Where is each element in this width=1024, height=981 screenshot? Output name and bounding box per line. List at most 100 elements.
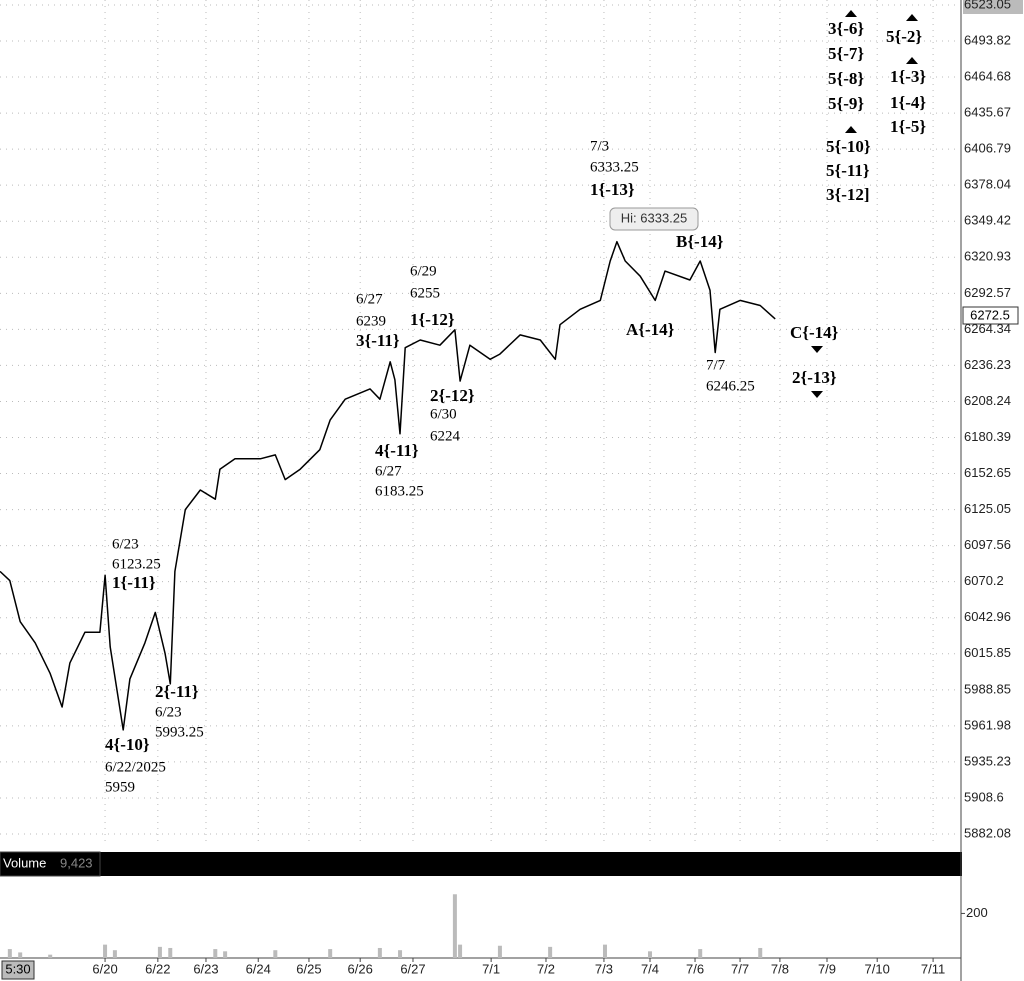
y-tick-label: 6152.65 <box>964 465 1011 480</box>
volume-bar <box>168 947 173 958</box>
annotation: 5{-10} <box>826 137 871 156</box>
y-tick-label: 6523.05 <box>964 0 1011 11</box>
x-tick-label: 7/10 <box>865 961 890 976</box>
x-tick-label: 6/27 <box>400 961 425 976</box>
annotation: 6123.25 <box>112 556 161 572</box>
y-tick-label: 5882.08 <box>964 825 1011 840</box>
volume-bar <box>48 954 53 958</box>
y-tick-label: 6493.82 <box>964 32 1011 47</box>
annotation: 6/30 <box>430 406 457 422</box>
x-tick-label: 6/25 <box>296 961 321 976</box>
y-tick-label: 6378.04 <box>964 177 1011 192</box>
y-tick-label: 6097.56 <box>964 537 1011 552</box>
x-tick-label: 7/2 <box>537 961 555 976</box>
annotation: 4{-10} <box>105 735 150 754</box>
annotation: 5{-2} <box>886 27 922 46</box>
volume-bar <box>103 944 108 958</box>
annotation: 6/29 <box>410 263 437 279</box>
annotation: A{-14} <box>626 320 675 339</box>
volume-bar <box>497 945 502 958</box>
hi-tag <box>609 207 699 231</box>
time-box <box>1 960 35 980</box>
y-tick-label: 6236.23 <box>964 357 1011 372</box>
volume-bar <box>548 946 553 958</box>
volume-bar <box>112 950 117 958</box>
time-label: 5:30 <box>5 961 30 976</box>
y-tick-label: 6015.85 <box>964 645 1011 660</box>
annotation: 3{-11} <box>356 331 400 350</box>
volume-title-box <box>0 851 101 877</box>
y-tick-label: 6464.68 <box>964 68 1011 83</box>
x-tick-label: 7/4 <box>641 961 659 976</box>
x-tick-label: 7/7 <box>731 961 749 976</box>
volume-bar <box>213 949 218 958</box>
y-tick-label: 6180.39 <box>964 429 1011 444</box>
marker <box>845 10 857 17</box>
x-tick-label: 7/6 <box>686 961 704 976</box>
x-tick-label: 7/8 <box>771 961 789 976</box>
volume-bar <box>223 951 228 958</box>
annotation: 6/27 <box>356 291 383 307</box>
annotation: 6/22/2025 <box>105 759 166 775</box>
annotation: 1{-3} <box>890 67 926 86</box>
annotation: 2{-11} <box>155 682 199 701</box>
x-tick-label: 6/22 <box>145 961 170 976</box>
annotation: 5{-8} <box>828 69 864 88</box>
y-tick-label: 6125.05 <box>964 501 1011 516</box>
y-tick-label: 6208.24 <box>964 393 1011 408</box>
annotation: B{-14} <box>676 232 724 251</box>
top-tick-box <box>963 0 1023 14</box>
annotation: 5{-9} <box>828 94 864 113</box>
y-tick-label: 6042.96 <box>964 609 1011 624</box>
x-tick-label: 7/9 <box>818 961 836 976</box>
annotation: 6183.25 <box>375 483 424 499</box>
y-tick-label: 5961.98 <box>964 717 1011 732</box>
volume-bar <box>328 949 333 958</box>
annotation: 6333.25 <box>590 159 639 175</box>
x-tick-label: 6/20 <box>92 961 117 976</box>
volume-bar <box>698 949 703 958</box>
annotation: 1{-12} <box>410 310 455 329</box>
y-tick-label: 6349.42 <box>964 213 1011 228</box>
annotation: 2{-12} <box>430 386 475 405</box>
annotation: 7/7 <box>706 357 726 373</box>
y-tick-label: 6292.57 <box>964 285 1011 300</box>
x-tick-label: 7/3 <box>595 961 613 976</box>
annotation: 5993.25 <box>155 724 204 740</box>
y-tick-label: 5988.85 <box>964 681 1011 696</box>
volume-bar <box>758 947 763 958</box>
y-tick-label: 5908.6 <box>964 789 1004 804</box>
annotation: 1{-13} <box>590 180 635 199</box>
volume-title: Volume <box>3 855 46 870</box>
y-tick-label: 6406.79 <box>964 141 1011 156</box>
annotation: 6/23 <box>112 536 139 552</box>
volume-bar <box>377 947 382 958</box>
annotation: 6/23 <box>155 704 182 720</box>
annotation: 3{-12] <box>826 185 870 204</box>
volume-bar <box>602 944 607 958</box>
annotation: 6/27 <box>375 463 402 479</box>
marker <box>811 346 823 353</box>
volume-bar <box>648 951 653 958</box>
volume-bar <box>7 949 12 958</box>
y-tick-label: 6070.2 <box>964 573 1004 588</box>
annotation: 2{-13} <box>792 368 837 387</box>
annotation: 4{-11} <box>375 441 419 460</box>
hi-label: Hi: 6333.25 <box>621 210 688 225</box>
annotation: 5{-11} <box>826 161 870 180</box>
marker <box>906 14 918 21</box>
volume-header <box>0 852 962 876</box>
volume-value: 9,423 <box>60 855 93 870</box>
annotation: 6246.25 <box>706 378 755 394</box>
annotation: 1{-4} <box>890 93 926 112</box>
x-tick-label: 6/24 <box>246 961 271 976</box>
x-tick-label: 7/11 <box>921 961 945 976</box>
marker <box>845 126 857 133</box>
y-tick-label: 6264.34 <box>964 321 1011 336</box>
annotation: 6255 <box>410 285 440 301</box>
x-tick-label: 7/1 <box>482 961 500 976</box>
last-price: 6272.5 <box>970 307 1010 322</box>
y-tick-label: 6320.93 <box>964 249 1011 264</box>
